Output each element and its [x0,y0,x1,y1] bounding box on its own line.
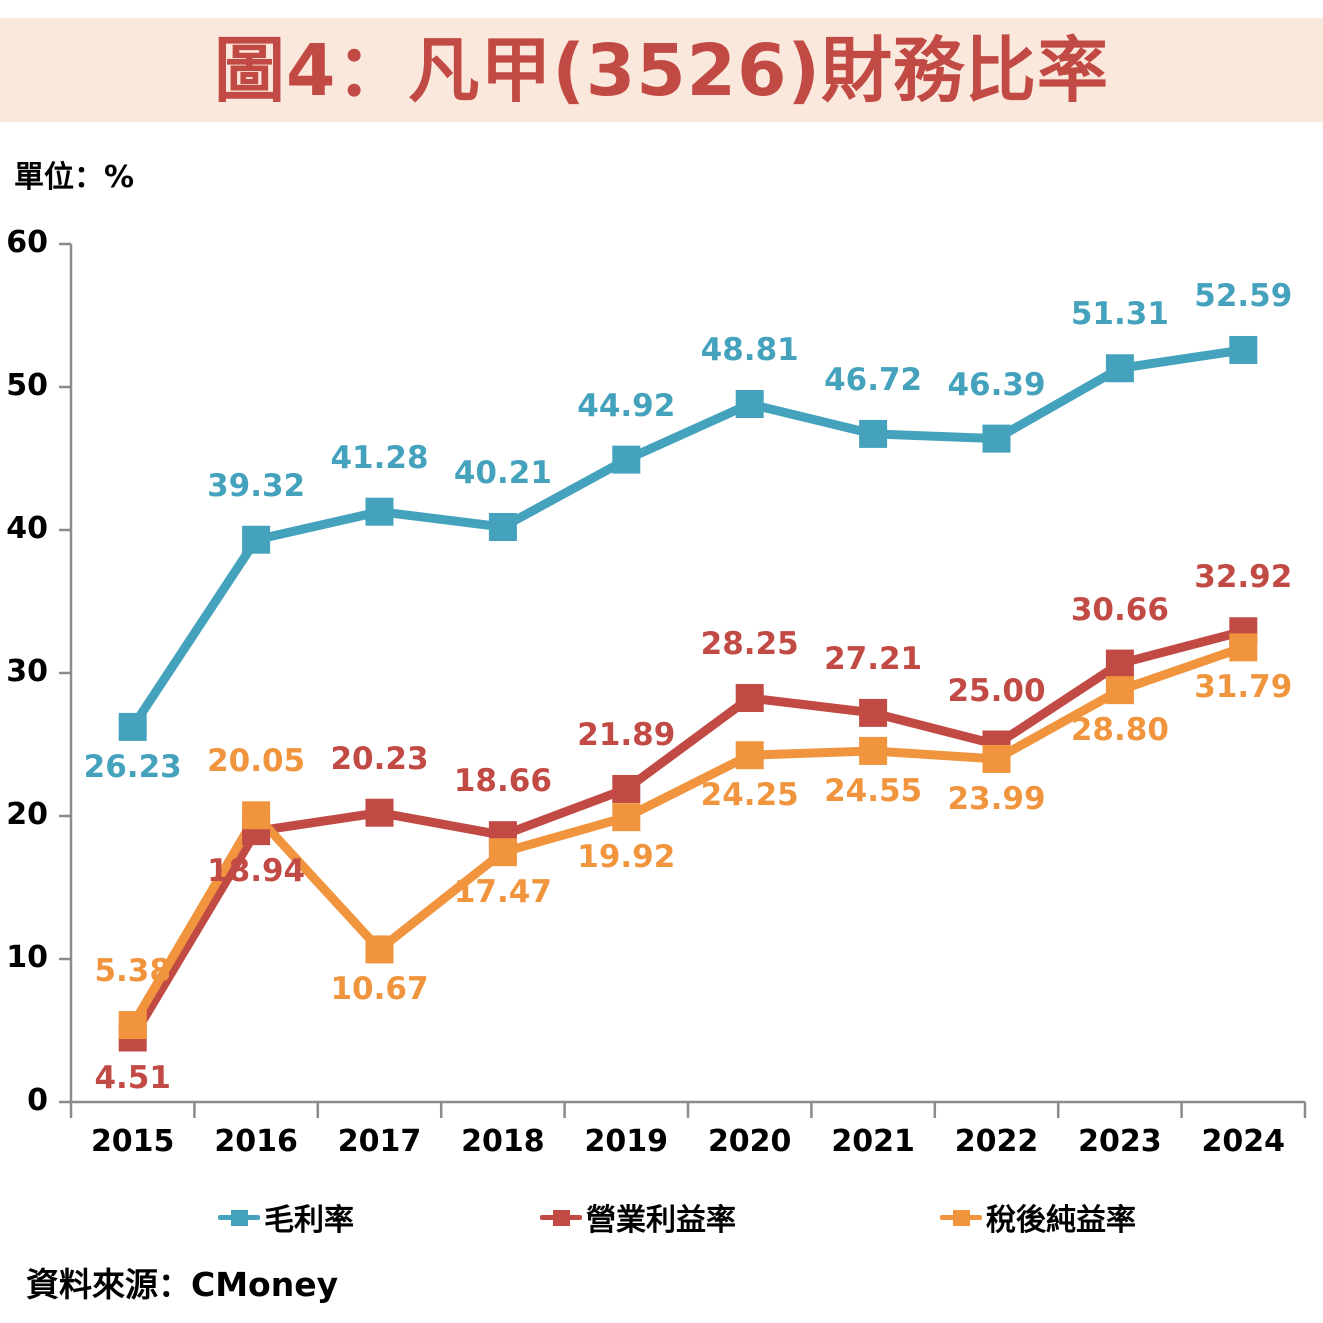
series-marker [242,525,271,554]
series-marker [118,712,147,741]
x-axis-category-label: 2023 [1078,1124,1162,1159]
series-marker [859,698,888,727]
series-marker [982,730,1011,759]
series-marker [365,798,394,827]
x-axis-category-label: 2015 [90,1124,175,1159]
x-axis-category-label: 2020 [707,1124,792,1159]
series-marker [365,497,394,526]
data-point-label: 46.39 [947,366,1046,403]
series-marker [859,736,888,765]
series-marker [735,390,764,419]
series-marker [1229,633,1258,662]
data-point-label: 10.67 [330,971,429,1008]
data-point-label: 51.31 [1070,296,1169,333]
x-axis-category-label: 2016 [214,1124,298,1159]
series-marker [612,803,641,832]
chart-legend: 毛利率 營業利益率 稅後純益率 [0,1192,1323,1242]
legend-item-1[interactable]: 毛利率 [218,1192,354,1242]
series-marker [488,838,517,867]
series-marker [242,801,271,830]
x-axis-category-label: 2022 [954,1124,1039,1159]
data-point-label: 46.72 [824,361,923,398]
series-marker [118,1011,147,1040]
series-marker [859,419,888,448]
legend-label: 毛利率 [264,1203,354,1238]
data-point-label: 27.21 [824,640,923,677]
series-marker [982,744,1011,773]
data-point-label: 20.23 [330,740,429,777]
series-marker [1105,676,1134,705]
x-axis-category-label: 2018 [461,1124,545,1159]
data-point-label: 23.99 [947,780,1046,817]
data-point-label: 4.51 [94,1059,171,1096]
series-marker [488,512,517,541]
series-marker [612,445,641,474]
page-title: 圖4：凡甲(3526)財務比率 [214,28,1109,112]
legend-label: 營業利益率 [586,1203,736,1238]
data-point-label: 32.92 [1194,559,1293,596]
legend-item-2[interactable]: 營業利益率 [540,1192,736,1242]
y-axis-tick-label: 30 [6,654,48,689]
data-point-label: 21.89 [577,716,676,753]
data-point-label: 25.00 [947,672,1046,709]
data-point-label: 39.32 [207,467,306,504]
series-marker [735,684,764,713]
legend-marker-icon [940,1204,982,1230]
data-point-label: 30.66 [1070,591,1169,628]
series-marker [1229,335,1258,364]
title-banner: 圖4：凡甲(3526)財務比率 [0,18,1323,122]
x-axis-category-label: 2024 [1201,1124,1286,1159]
data-point-label: 28.25 [700,626,799,663]
data-point-label: 24.25 [700,777,799,814]
data-point-label: 18.66 [453,763,552,800]
series-marker [118,1023,147,1052]
series-marker [488,821,517,850]
y-axis-tick-label: 20 [6,797,48,832]
data-point-label: 28.80 [1070,712,1169,749]
y-axis-tick-label: 40 [6,511,48,546]
y-axis-tick-label: 0 [27,1083,48,1118]
data-point-label: 52.59 [1194,277,1293,314]
y-axis-tick-label: 60 [6,225,48,260]
data-point-label: 5.38 [94,953,171,990]
legend-marker-icon [218,1204,260,1230]
series-marker [735,741,764,770]
data-point-label: 31.79 [1194,669,1293,706]
data-point-label: 40.21 [453,454,552,491]
data-point-label: 48.81 [700,332,799,369]
series-marker [1229,617,1258,646]
legend-item-3[interactable]: 稅後純益率 [940,1192,1136,1242]
series-marker [1105,354,1134,383]
unit-label: 單位：% [14,160,135,195]
x-axis-category-label: 2019 [584,1124,669,1159]
data-point-label: 24.55 [824,772,923,809]
data-point-label: 26.23 [83,748,182,785]
series-marker [982,424,1011,453]
data-point-label: 41.28 [330,439,429,476]
data-point-label: 20.05 [207,743,306,780]
series-line-2 [128,643,1245,1028]
data-point-label: 44.92 [577,387,676,424]
series-marker [365,935,394,964]
data-point-label: 19.92 [577,839,676,876]
x-axis-category-label: 2017 [337,1124,422,1159]
legend-label: 稅後純益率 [986,1203,1136,1238]
legend-marker-icon [540,1204,582,1230]
series-marker [242,817,271,846]
series-line-1 [128,626,1245,1040]
source-label: 資料來源：CMoney [26,1265,339,1304]
y-axis-tick-label: 50 [6,368,48,403]
data-point-label: 18.94 [207,853,306,890]
x-axis-category-label: 2021 [831,1124,915,1159]
data-point-label: 17.47 [453,874,552,911]
y-axis-tick-label: 10 [6,940,48,975]
series-marker [612,774,641,803]
series-marker [1105,649,1134,678]
